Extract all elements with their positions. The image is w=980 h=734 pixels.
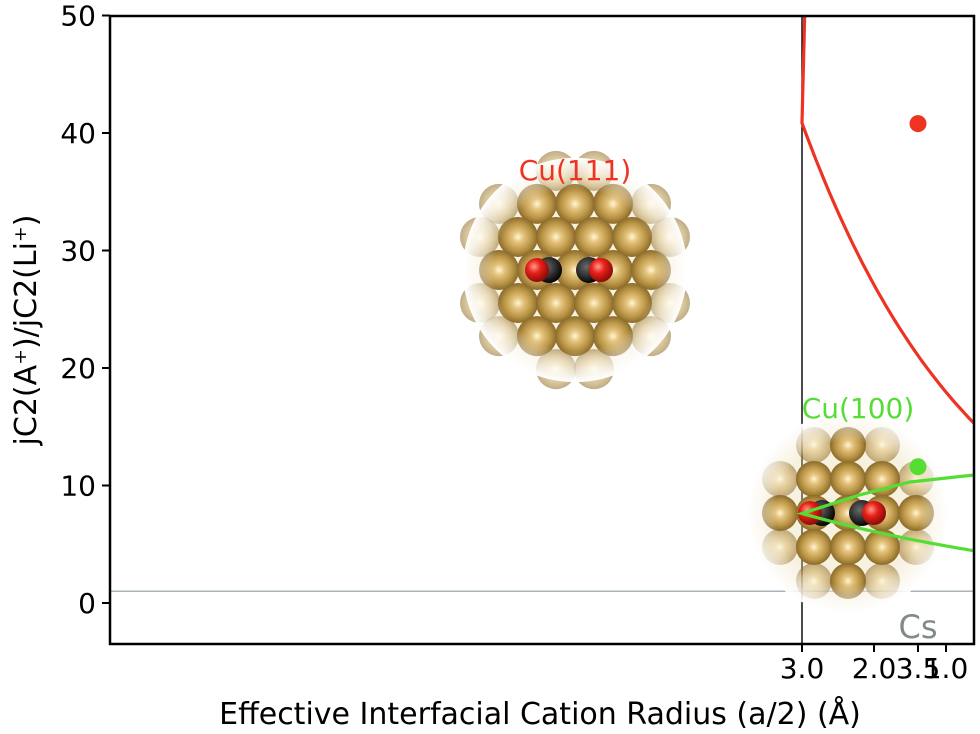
y-tick-label: 0: [78, 587, 96, 620]
cu100-fit-curve: [796, 473, 974, 553]
legend-cu100: Cu(100): [802, 392, 915, 425]
cation-label-cs: Cs: [898, 608, 937, 646]
x-tick-label: 3.0: [780, 652, 825, 685]
x-tick-label: 1.0: [924, 652, 969, 685]
y-axis-ticks: 0 10 20 30 40 50: [60, 0, 110, 620]
plot-frame: [108, 14, 976, 646]
y-tick-label: 20: [60, 352, 96, 385]
cu111-fit-curve: [800, 16, 974, 426]
y-tick-label: 10: [60, 470, 96, 503]
x-tick-label: 2.0: [852, 652, 897, 685]
cation-labels: LiNaKRbCs: [898, 608, 937, 646]
cu100-structure-image: [747, 412, 949, 614]
x-axis-title: Effective Interfacial Cation Radius (a/2…: [219, 696, 861, 732]
y-tick-label: 50: [60, 0, 96, 33]
y-tick-label: 40: [60, 117, 96, 150]
y-axis-title: jC2(A⁺)/jC2(Li⁺): [9, 215, 44, 447]
x-tick-label: 3.5: [896, 652, 941, 685]
x-axis-ticks: 5.55.04.54.03.53.02.01.0: [780, 644, 969, 685]
data-points: [909, 115, 927, 476]
legend-cu111: Cu(111): [519, 154, 632, 187]
cu111-point-4: [909, 115, 927, 133]
cu100-point-4: [909, 458, 927, 476]
fit-curves: [796, 16, 974, 553]
cu111-structure-image: [460, 150, 690, 390]
y-tick-label: 30: [60, 235, 96, 268]
